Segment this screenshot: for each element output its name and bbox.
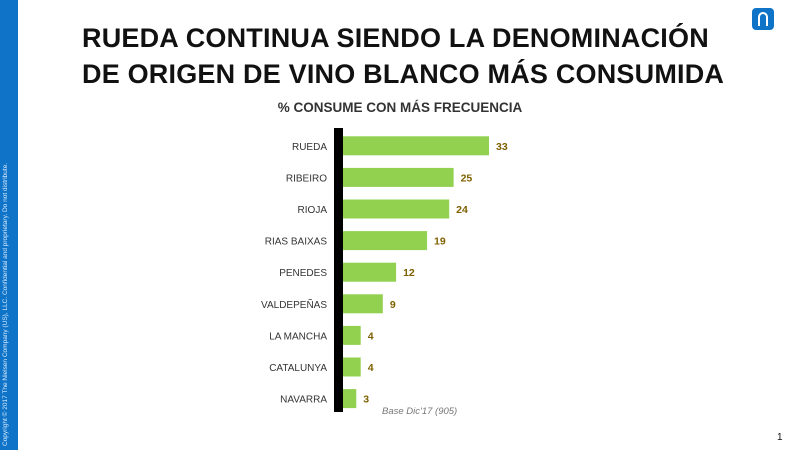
category-label: NAVARRA bbox=[280, 395, 327, 406]
slide-title-line-2: DE ORIGEN DE VINO BLANCO MÁS CONSUMIDA bbox=[82, 59, 725, 89]
chart-title: % CONSUME CON MÁS FRECUENCIA bbox=[277, 100, 523, 115]
category-label: RIAS BAIXAS bbox=[265, 237, 328, 248]
bar bbox=[343, 167, 454, 187]
page-number: 1 bbox=[777, 432, 783, 443]
category-label: RUEDA bbox=[292, 142, 327, 153]
value-label: 12 bbox=[403, 267, 415, 279]
bar bbox=[343, 294, 383, 314]
category-label: PENEDES bbox=[279, 268, 327, 279]
sidebar-copyright-strip: Copyright © 2017 The Nielsen Company (US… bbox=[0, 0, 18, 450]
category-label: CATALUNYA bbox=[269, 363, 327, 374]
category-label: RIOJA bbox=[298, 205, 328, 216]
value-label: 25 bbox=[461, 172, 473, 184]
bar bbox=[343, 389, 357, 409]
slide-title-line-1: RUEDA CONTINUA SIENDO LA DENOMINACIÓN bbox=[82, 23, 709, 53]
bar bbox=[343, 199, 450, 219]
value-label: 33 bbox=[496, 141, 508, 153]
bar bbox=[343, 262, 397, 282]
bar bbox=[343, 136, 489, 156]
value-label: 9 bbox=[390, 299, 396, 311]
value-label: 4 bbox=[368, 330, 374, 342]
bar bbox=[343, 231, 428, 251]
nielsen-logo-icon bbox=[752, 8, 774, 30]
slide-title: RUEDA CONTINUA SIENDO LA DENOMINACIÓN DE… bbox=[82, 20, 742, 92]
value-label: 24 bbox=[456, 204, 468, 216]
category-label: LA MANCHA bbox=[269, 331, 327, 342]
category-label: VALDEPEÑAS bbox=[261, 298, 327, 311]
logo-mark bbox=[758, 12, 768, 26]
value-label: 4 bbox=[368, 362, 374, 374]
value-label: 3 bbox=[363, 394, 369, 406]
base-note: Base Dic'17 (905) bbox=[382, 406, 458, 417]
bar bbox=[343, 325, 361, 345]
value-label: 19 bbox=[434, 236, 446, 248]
y-axis-line bbox=[334, 128, 343, 412]
bar bbox=[343, 357, 361, 377]
category-label: RIBEIRO bbox=[286, 173, 327, 184]
